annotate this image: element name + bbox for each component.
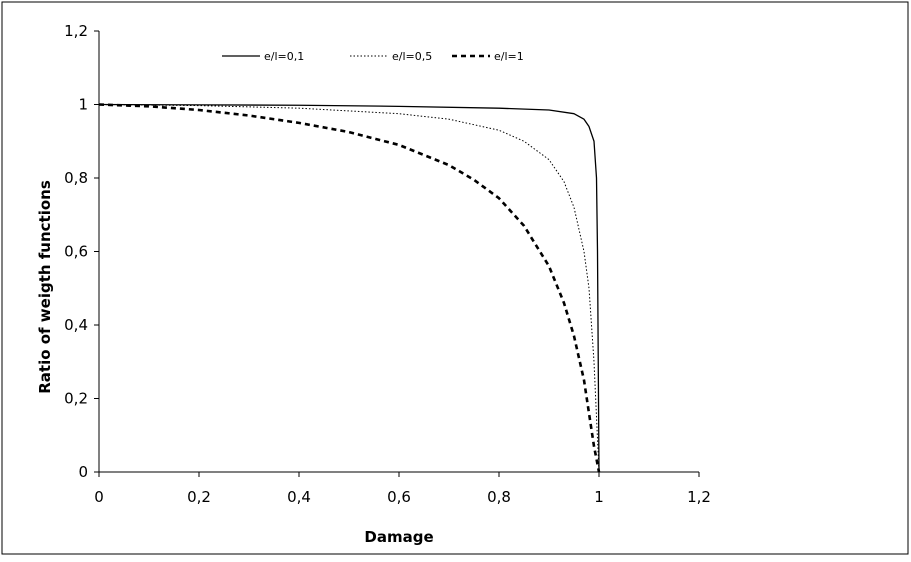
x-tick-label: 1	[594, 488, 604, 506]
legend-label-2: e/l=0,5	[392, 50, 432, 63]
x-tick-label: 0,4	[287, 488, 311, 506]
y-axis-ticks: 0 0,2 0,4 0,6 0,8 1 1,2	[64, 22, 99, 481]
y-tick-label: 0,6	[64, 243, 88, 261]
x-tick-label: 0,8	[487, 488, 511, 506]
y-tick-label: 1,2	[64, 22, 88, 40]
y-tick-label: 0,8	[64, 169, 88, 187]
y-tick-label: 0	[78, 463, 88, 481]
y-tick-label: 1	[78, 96, 88, 114]
x-tick-label: 1,2	[687, 488, 711, 506]
legend-label-3: e/l=1	[494, 50, 524, 63]
x-axis-ticks: 0 0,2 0,4 0,6 0,8 1 1,2	[94, 472, 711, 506]
y-tick-label: 0,2	[64, 390, 88, 408]
legend-label-1: e/l=0,1	[264, 50, 304, 63]
legend: e/l=0,1 e/l=0,5 e/l=1	[222, 50, 524, 63]
series-layer	[98, 103, 601, 473]
series-line-1	[98, 103, 600, 473]
y-tick-label: 0,4	[64, 316, 88, 334]
x-tick-label: 0,6	[387, 488, 411, 506]
x-tick-label: 0,2	[187, 488, 211, 506]
x-axis-title: Damage	[364, 528, 433, 546]
x-tick-label: 0	[94, 488, 104, 506]
y-axis-title: Ratio of weigth functions	[36, 180, 54, 394]
